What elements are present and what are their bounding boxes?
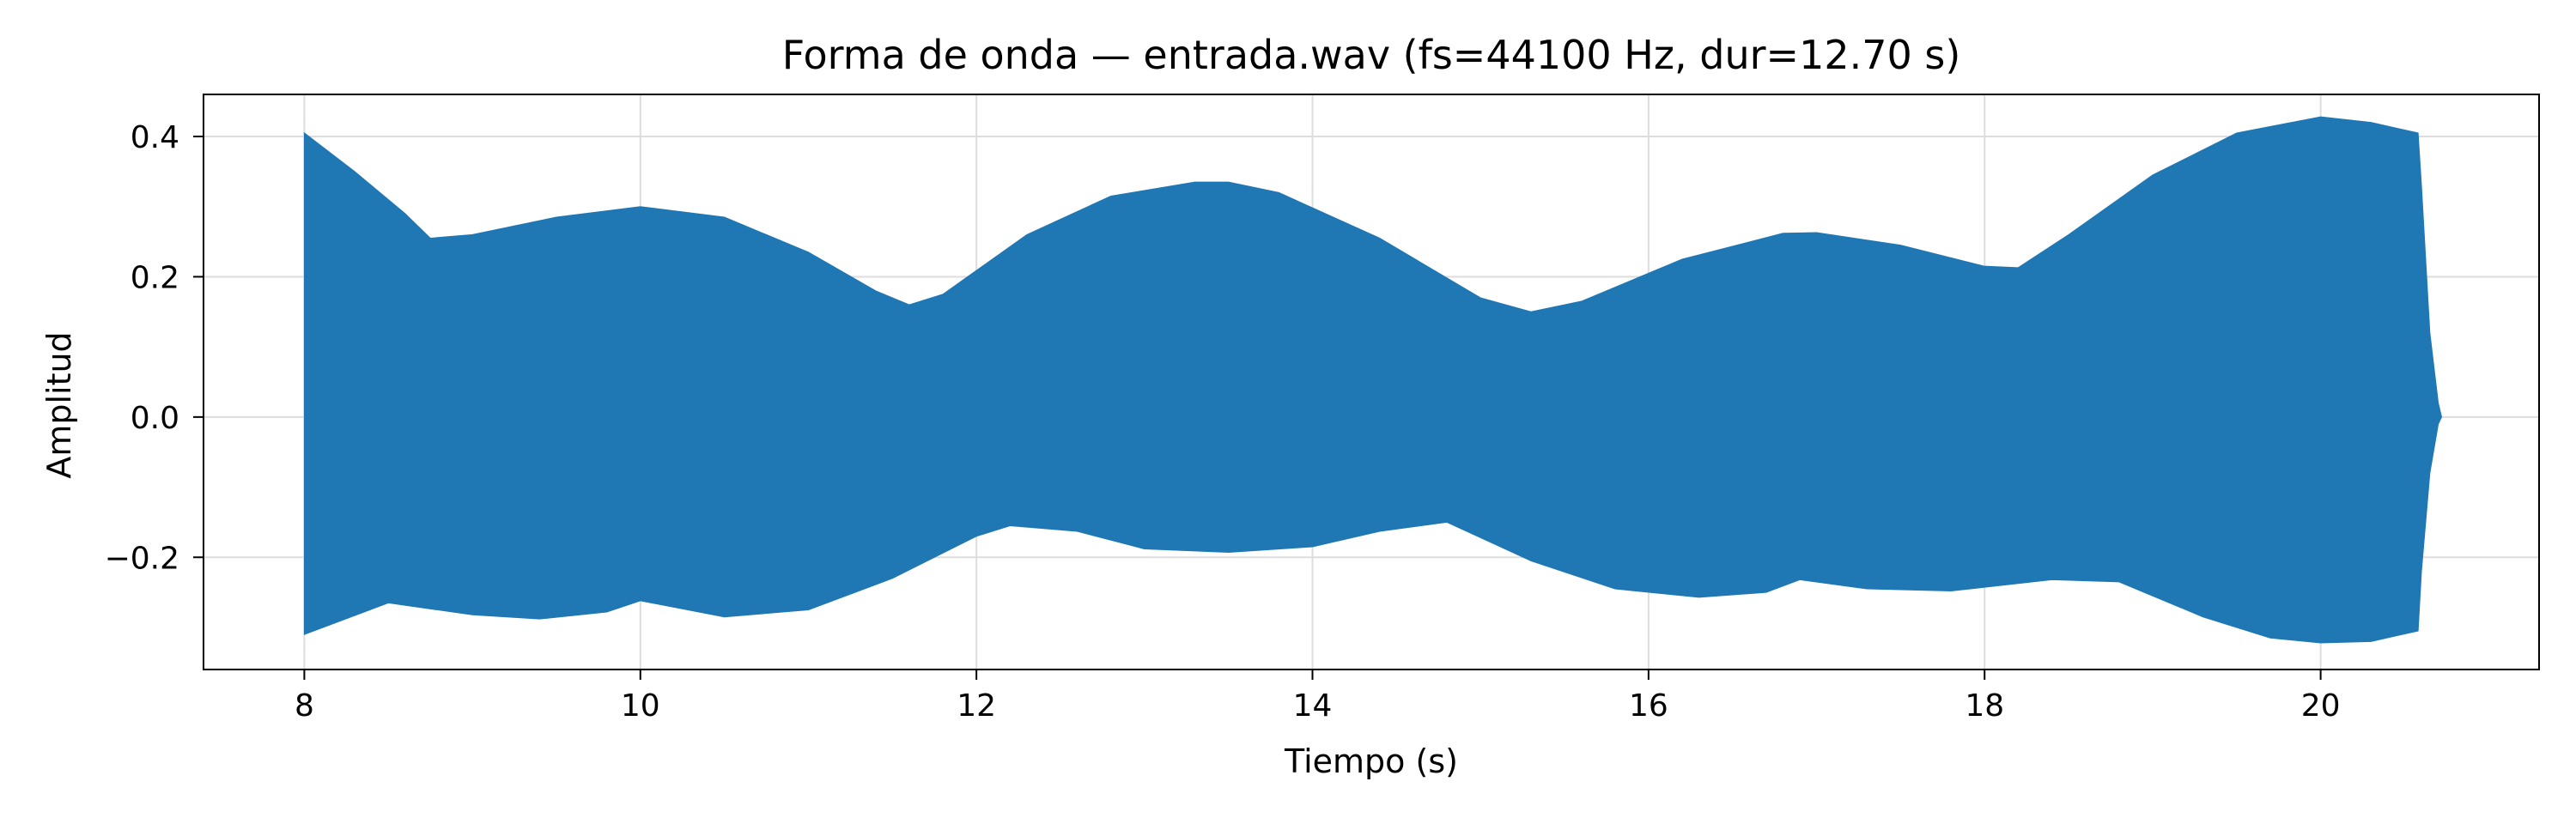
x-tick-label: 14: [1293, 688, 1333, 724]
chart-title: Forma de onda — entrada.wav (fs=44100 Hz…: [782, 32, 1961, 78]
waveform-area: [303, 116, 2443, 644]
x-tick-label: 18: [1965, 688, 2004, 724]
x-axis-label: Tiempo (s): [1284, 742, 1458, 780]
plot-frame: [203, 94, 2540, 670]
y-tick-label: 0.0: [131, 401, 179, 436]
x-tick-label: 10: [621, 688, 660, 724]
x-tick-label: 8: [295, 688, 314, 724]
x-tick-label: 12: [957, 688, 996, 724]
x-tick-label: 16: [1629, 688, 1668, 724]
y-tick-label: 0.2: [131, 260, 179, 295]
y-axis-label: Amplitud: [40, 331, 78, 478]
axis-ticks: [193, 136, 2322, 680]
y-tick-label: 0.4: [131, 120, 179, 155]
y-tick-label: −0.2: [105, 541, 179, 576]
x-tick-label: 20: [2301, 688, 2341, 724]
axis-tick-labels: 8 10 12 14 16 18 20 −0.2 0.0 0.2 0.4: [105, 120, 2341, 724]
